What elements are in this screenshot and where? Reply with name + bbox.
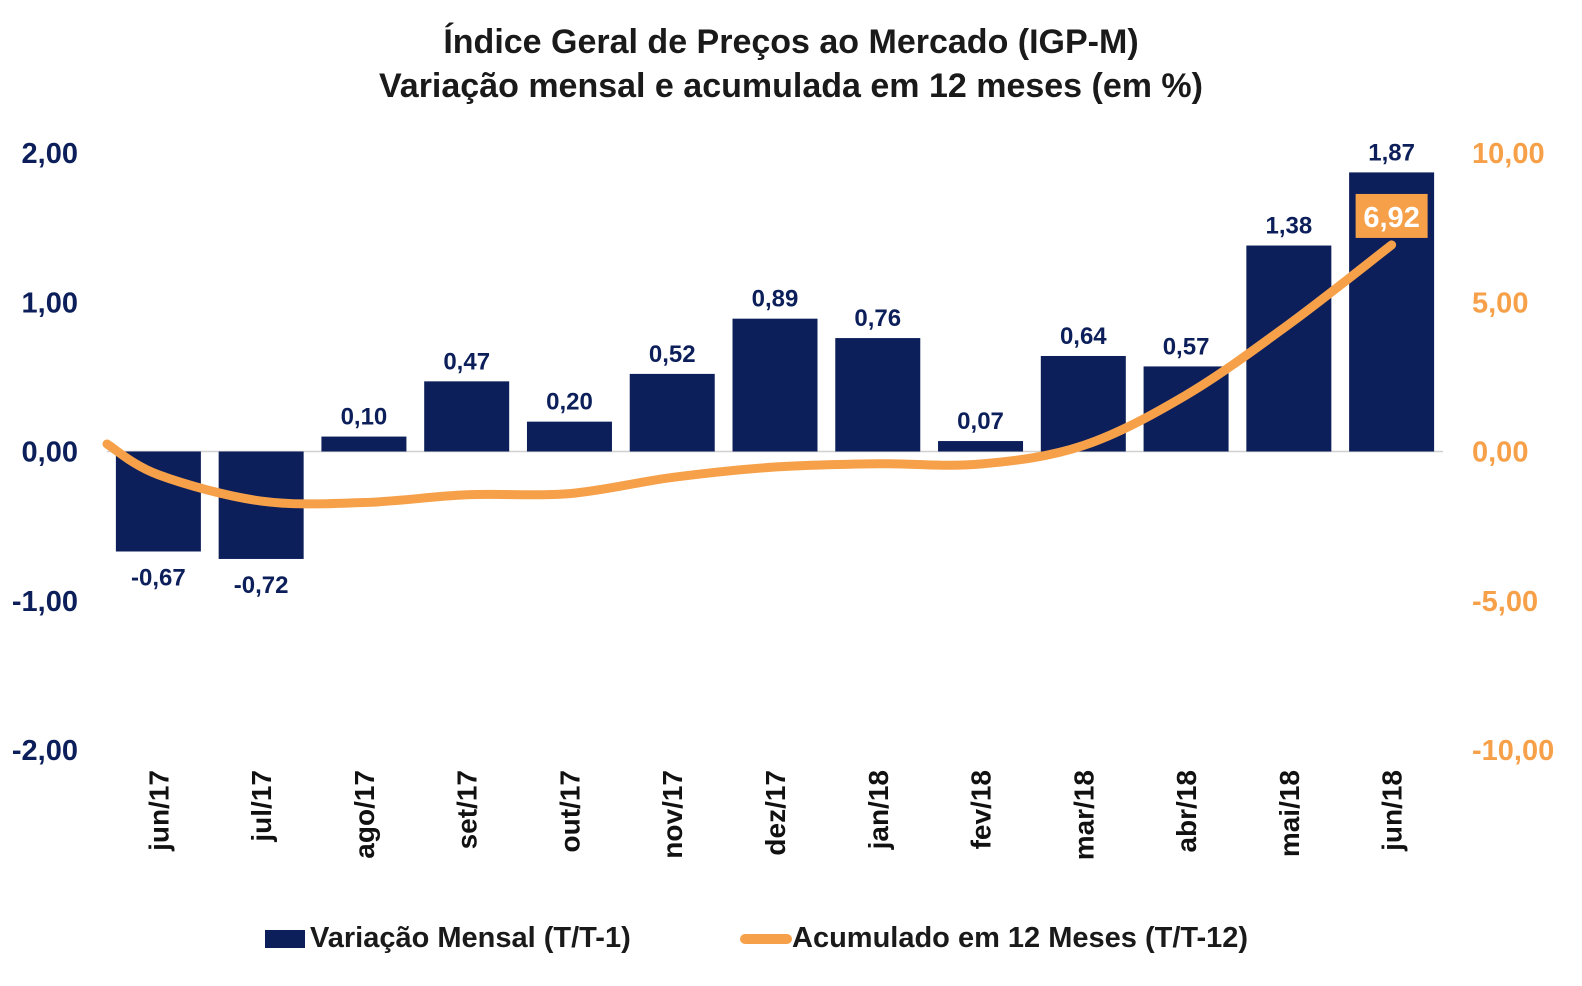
bar (321, 436, 407, 452)
x-axis-category-label: jan/18 (863, 770, 894, 850)
bar (526, 421, 612, 452)
bar-data-label: 1,38 (1265, 213, 1312, 240)
legend-label-line: Acumulado em 12 Meses (T/T-12) (792, 922, 1249, 954)
x-axis-category-label: out/17 (554, 770, 585, 852)
bar-data-label: 0,57 (1163, 333, 1210, 360)
right-axis-tick-label: 10,00 (1472, 138, 1545, 170)
x-axis-category-label: fev/18 (966, 770, 997, 849)
left-axis-tick-label: -1,00 (12, 586, 78, 618)
x-axis-category-label: nov/17 (657, 770, 688, 859)
bar (629, 373, 715, 452)
x-axis-category-label: abr/18 (1171, 770, 1202, 853)
right-axis-tick-label: 0,00 (1472, 437, 1528, 469)
bar (732, 318, 818, 452)
bar (424, 381, 510, 452)
legend-label-bar: Variação Mensal (T/T-1) (310, 922, 631, 954)
legend-item-bar: Variação Mensal (T/T-1) (265, 922, 631, 955)
right-axis-tick-label: -10,00 (1472, 735, 1554, 767)
line-data-label-box (1355, 193, 1428, 238)
bar-data-label: 0,89 (752, 286, 799, 313)
legend-item-line: Acumulado em 12 Meses (T/T-12) (740, 922, 1248, 955)
chart-subtitle: Variação mensal e acumulada em 12 meses … (378, 67, 1203, 105)
bar-data-label: 0,07 (957, 408, 1004, 435)
bar-data-label: 0,20 (546, 389, 593, 416)
bar-data-label: -0,72 (234, 572, 289, 599)
right-axis-tick-label: 5,00 (1472, 287, 1528, 319)
bar-data-label: 0,10 (341, 404, 388, 431)
line-accumulated-12m (102, 240, 1397, 509)
bar-data-label: 0,64 (1060, 323, 1107, 350)
left-axis-tick-label: 1,00 (22, 287, 78, 319)
bar-data-label: -0,67 (131, 564, 186, 591)
bar-data-label: 0,52 (649, 341, 696, 368)
x-axis-category-label: ago/17 (349, 770, 380, 859)
igpm-chart: 2,00 1,00 0,00 -1,00 -2,00 10,00 5,00 0,00 -5,00… (12, 138, 1554, 860)
x-axis-category-label: jun/17 (143, 770, 174, 852)
x-axis-category-label: jun/18 (1377, 770, 1408, 852)
bar (115, 451, 201, 552)
legend-swatch-bar (265, 929, 305, 948)
bar-data-label: 0,47 (443, 348, 490, 375)
right-axis-tick-label: -5,00 (1472, 586, 1538, 618)
x-axis-category-label: set/17 (452, 770, 483, 849)
bar-data-label: 0,76 (854, 305, 901, 332)
x-axis-category-label: jul/17 (246, 770, 277, 843)
bar-data-label: 1,87 (1368, 139, 1415, 166)
chart-legend: Variação Mensal (T/T-1) Acumulado em 12 … (0, 922, 1582, 962)
left-axis-tick-label: -2,00 (12, 735, 78, 767)
x-axis-category-label: mar/18 (1068, 770, 1099, 860)
left-axis-tick-label: 0,00 (22, 437, 78, 469)
chart-title: Índice Geral de Preços ao Mercado (IGP-M… (443, 23, 1139, 61)
bar (835, 338, 921, 452)
legend-swatch-line (740, 933, 792, 944)
left-axis-tick-label: 2,00 (22, 138, 78, 170)
bar (938, 441, 1024, 452)
x-axis-category-label: dez/17 (760, 770, 791, 856)
line-data-label: 6,92 (1363, 202, 1419, 234)
x-axis-category-label: mai/18 (1274, 770, 1305, 857)
